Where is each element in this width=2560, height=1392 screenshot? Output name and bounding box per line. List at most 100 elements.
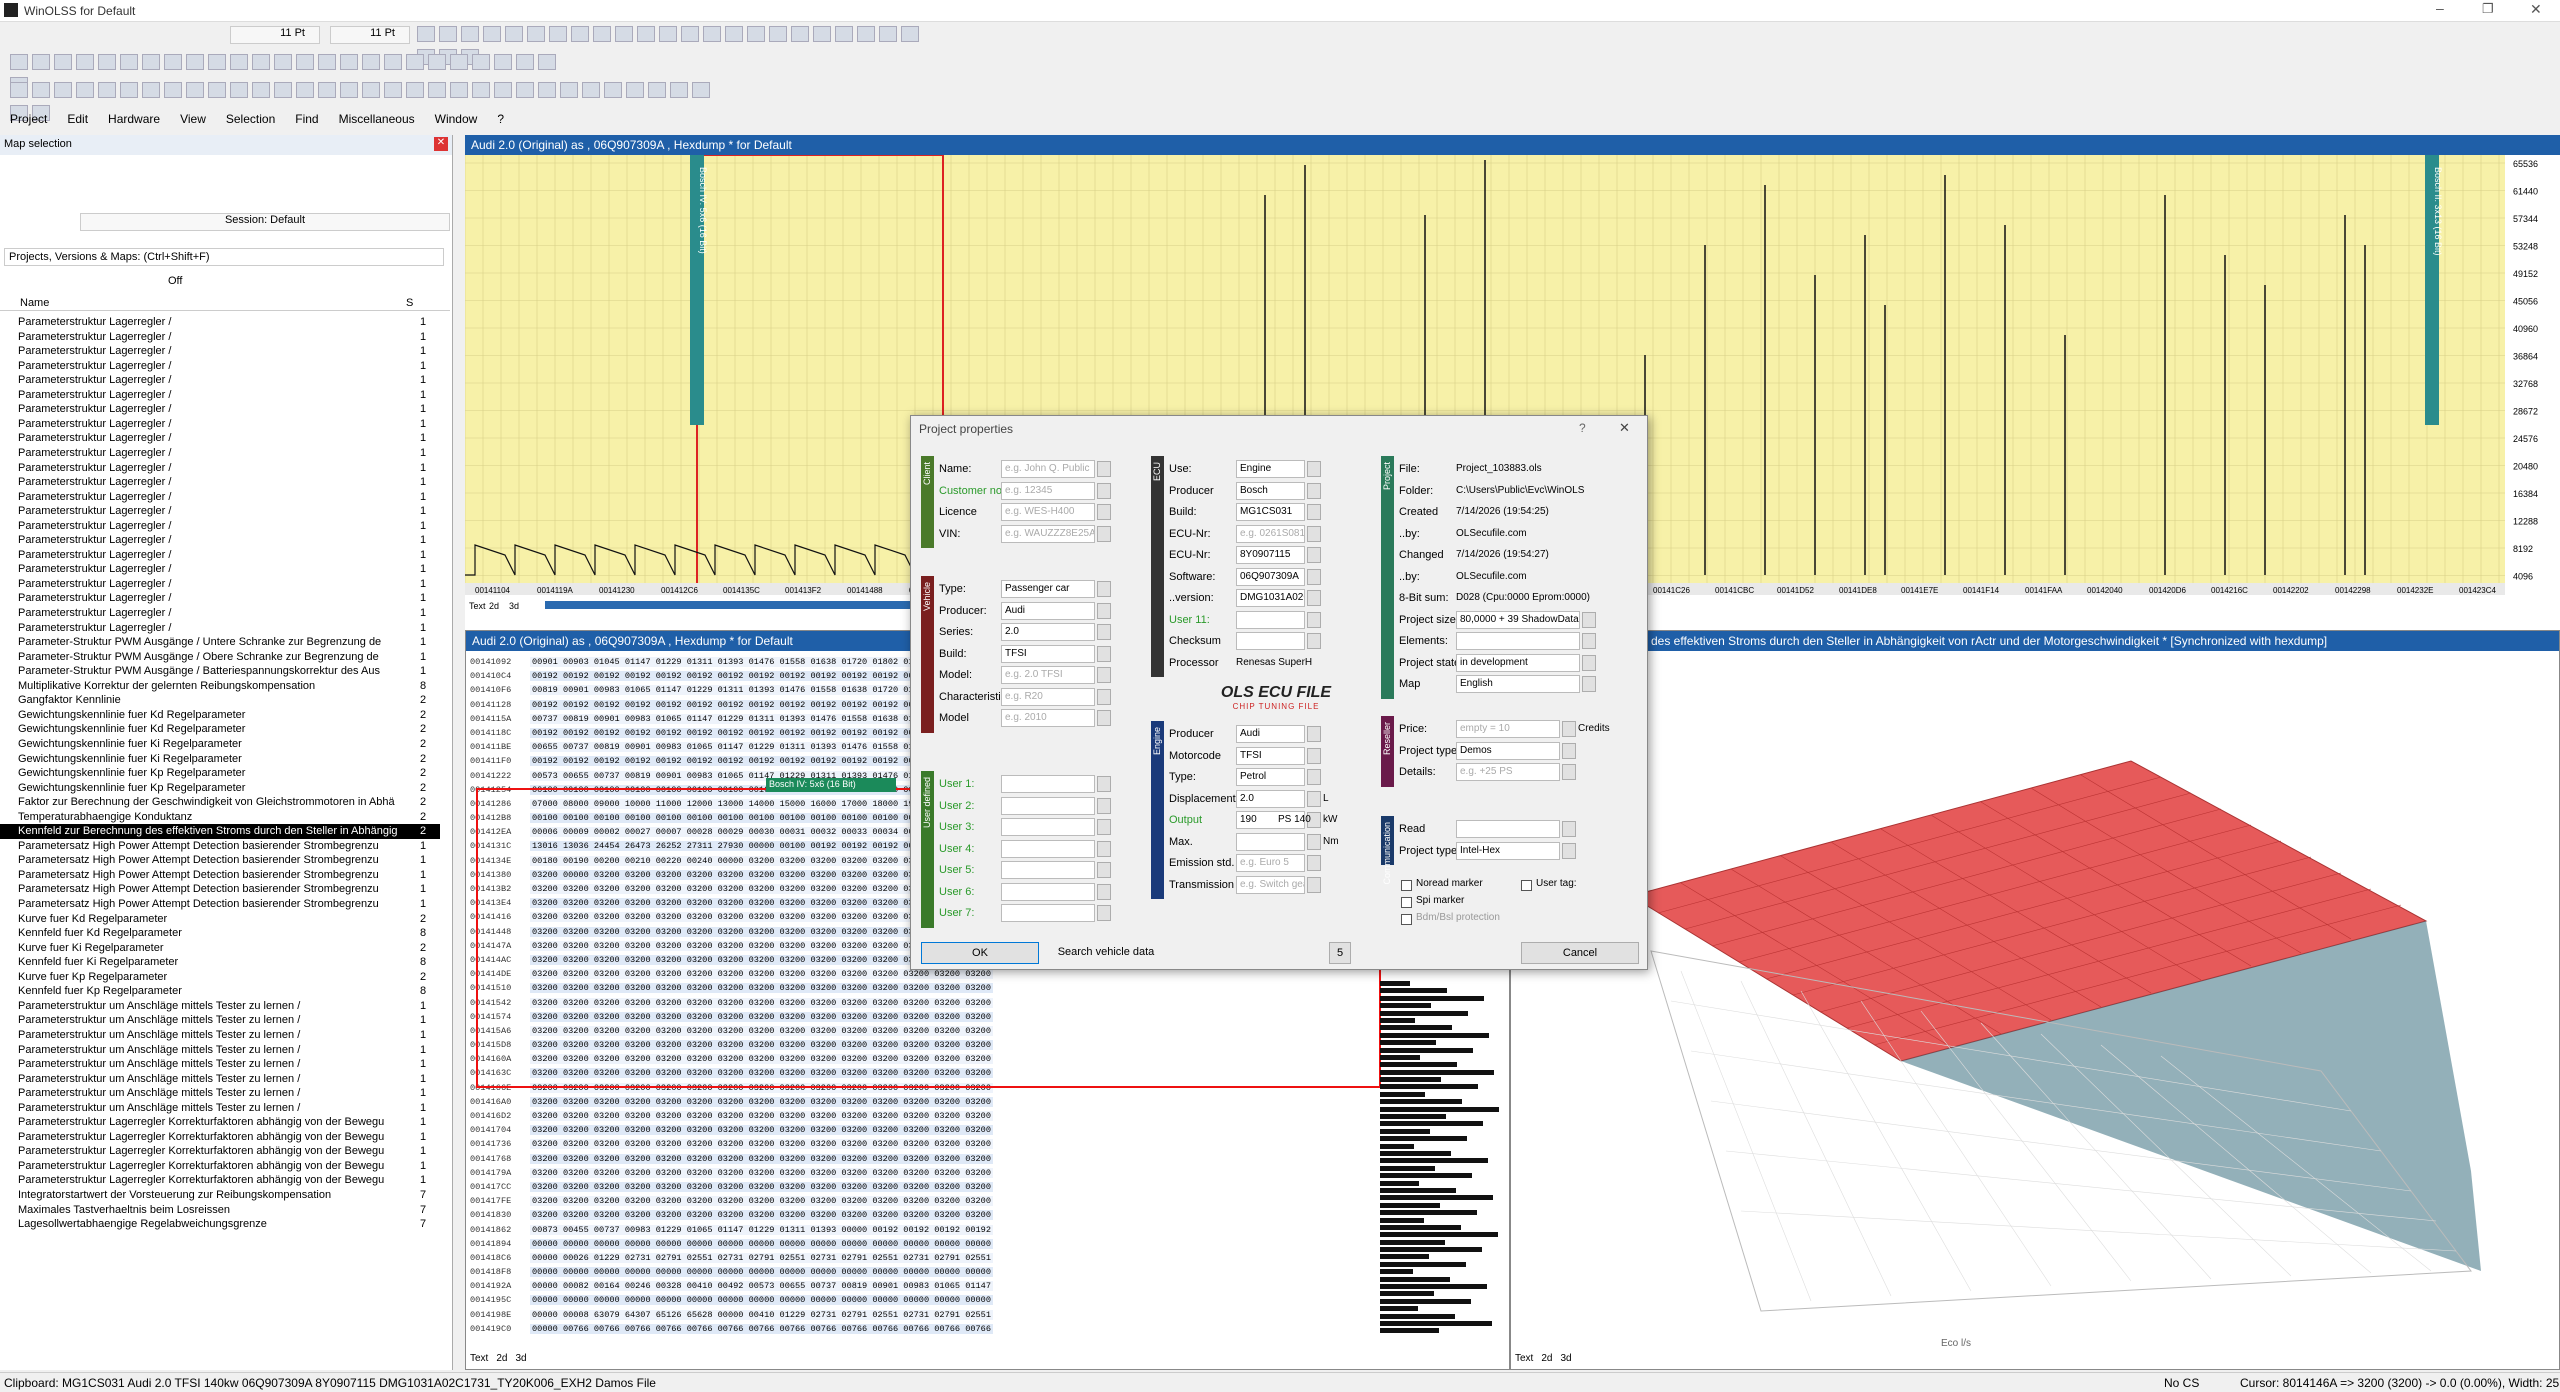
- toolbar-button[interactable]: [54, 82, 72, 98]
- field-input[interactable]: [1236, 832, 1305, 851]
- toolbar-button[interactable]: [274, 82, 292, 98]
- field-button[interactable]: [1097, 602, 1111, 619]
- map-item[interactable]: Parameterstruktur Lagerregler / 1: [0, 621, 440, 636]
- map-item[interactable]: Parameterstruktur Lagerregler / 1: [0, 359, 440, 374]
- menu-item[interactable]: View: [180, 112, 206, 126]
- map-item[interactable]: Parameterstruktur Lagerregler Korrekturf…: [0, 1159, 440, 1174]
- toolbar-button[interactable]: [208, 82, 226, 98]
- field-input[interactable]: e.g. 2.0 TFSI: [1001, 666, 1095, 684]
- field-input[interactable]: [1001, 796, 1095, 815]
- field-button[interactable]: [1307, 482, 1321, 499]
- toolbar-button[interactable]: [450, 82, 468, 98]
- map-item[interactable]: Kennfeld fuer Kp Regelparameter 8: [0, 984, 440, 999]
- toolbar-button[interactable]: [670, 82, 688, 98]
- toolbar-button[interactable]: [142, 82, 160, 98]
- field-input[interactable]: 06Q907309A: [1236, 567, 1305, 586]
- toolbar-button[interactable]: [505, 26, 523, 42]
- map-item[interactable]: Parameterstruktur Lagerregler Korrekturf…: [0, 1173, 440, 1188]
- toolbar-button[interactable]: [384, 82, 402, 98]
- field-button[interactable]: [1307, 633, 1321, 649]
- toolbar-button[interactable]: [384, 54, 402, 70]
- field-button[interactable]: [1307, 504, 1321, 520]
- map-item[interactable]: Parameter-Struktur PWM Ausgänge / Obere …: [0, 650, 440, 665]
- map-item[interactable]: Parameterstruktur Lagerregler / 1: [0, 402, 440, 417]
- field-input[interactable]: [1236, 632, 1305, 650]
- field-input[interactable]: e.g. 0261S08100: [1236, 524, 1305, 543]
- close[interactable]: ✕: [2530, 1, 2542, 17]
- field-input[interactable]: Intel-Hex: [1456, 841, 1560, 860]
- menu-item[interactable]: Window: [434, 112, 478, 126]
- search-button[interactable]: Search vehicle data: [1057, 946, 1155, 958]
- toolbar-button[interactable]: [461, 26, 479, 42]
- toolbar-button[interactable]: [659, 26, 677, 42]
- toolbar-button[interactable]: [560, 82, 578, 98]
- checkbox[interactable]: [1401, 897, 1412, 908]
- field-input[interactable]: [1456, 632, 1580, 650]
- ok-button[interactable]: OK: [921, 942, 1039, 964]
- view-tab[interactable]: 3d: [515, 1353, 527, 1364]
- field-input[interactable]: Petrol: [1236, 768, 1305, 786]
- map-item[interactable]: Parametersatz High Power Attempt Detecti…: [0, 839, 440, 854]
- field-input[interactable]: [1001, 904, 1095, 922]
- toolbar-button[interactable]: [230, 54, 248, 70]
- dialog-close[interactable]: ✕: [1619, 420, 1630, 435]
- field-button[interactable]: [1307, 855, 1321, 871]
- toolbar-button[interactable]: [406, 54, 424, 70]
- field-button[interactable]: [1097, 645, 1111, 662]
- checkbox[interactable]: [1401, 880, 1412, 891]
- font-size[interactable]: 11 Pt: [330, 26, 410, 44]
- field-button[interactable]: [1307, 747, 1321, 764]
- toolbar-button[interactable]: [604, 82, 622, 98]
- map-item[interactable]: Kurve fuer Kp Regelparameter 2: [0, 970, 440, 985]
- map-item[interactable]: Kennfeld fuer Ki Regelparameter 8: [0, 955, 440, 970]
- menu-item[interactable]: Find: [295, 112, 319, 126]
- field-input[interactable]: [1456, 820, 1560, 838]
- field-input[interactable]: DMG1031A02C1731: [1236, 589, 1305, 607]
- map-item[interactable]: Gewichtungskennlinie fuer Kd Regelparame…: [0, 722, 440, 737]
- font-size[interactable]: 11 Pt: [230, 26, 320, 44]
- field-input[interactable]: e.g. Switch gear: [1236, 875, 1305, 894]
- field-button[interactable]: [1307, 790, 1321, 807]
- field-button[interactable]: [1097, 461, 1111, 477]
- view-tab[interactable]: 2d: [496, 1353, 508, 1364]
- field-button[interactable]: [1582, 654, 1596, 671]
- map-item[interactable]: Parameterstruktur Lagerregler / 1: [0, 315, 440, 330]
- map-item[interactable]: Parameter-Struktur PWM Ausgänge / Untere…: [0, 635, 440, 650]
- field-input[interactable]: e.g. 12345: [1001, 481, 1095, 500]
- field-button[interactable]: [1307, 525, 1321, 542]
- map-item[interactable]: Parameterstruktur Lagerregler / 1: [0, 388, 440, 403]
- field-button[interactable]: [1097, 819, 1111, 835]
- field-input[interactable]: [1001, 882, 1095, 901]
- field-button[interactable]: [1097, 482, 1111, 499]
- map-item[interactable]: Parameterstruktur Lagerregler / 1: [0, 591, 440, 606]
- field-button[interactable]: [1097, 525, 1111, 542]
- map-item[interactable]: Gewichtungskennlinie fuer Ki Regelparame…: [0, 752, 440, 767]
- map-item[interactable]: Gewichtungskennlinie fuer Kp Regelparame…: [0, 781, 440, 796]
- map-item[interactable]: Parameterstruktur Lagerregler Korrekturf…: [0, 1130, 440, 1145]
- map-item[interactable]: Gewichtungskennlinie fuer Kp Regelparame…: [0, 766, 440, 781]
- map-item[interactable]: Parameterstruktur um Anschläge mittels T…: [0, 1013, 440, 1028]
- toolbar-button[interactable]: [318, 82, 336, 98]
- toolbar-button[interactable]: [879, 26, 897, 42]
- field-input[interactable]: e.g. R20: [1001, 687, 1095, 706]
- count[interactable]: 5: [1329, 942, 1351, 964]
- field-button[interactable]: [1582, 676, 1596, 692]
- field-input[interactable]: [1001, 861, 1095, 879]
- field-input[interactable]: [1236, 610, 1305, 629]
- cancel-button[interactable]: Cancel: [1521, 942, 1639, 964]
- map-item[interactable]: Gewichtungskennlinie fuer Kd Regelparame…: [0, 708, 440, 723]
- toolbar-button[interactable]: [901, 26, 919, 42]
- toolbar-button[interactable]: [340, 82, 358, 98]
- toolbar-button[interactable]: [10, 105, 28, 121]
- field-button[interactable]: [1307, 833, 1321, 850]
- toolbar-button[interactable]: [593, 26, 611, 42]
- toolbar-button[interactable]: [516, 54, 534, 70]
- toolbar-button[interactable]: [538, 54, 556, 70]
- map-item[interactable]: Parameterstruktur um Anschläge mittels T…: [0, 1101, 440, 1116]
- field-input[interactable]: English: [1456, 675, 1580, 693]
- toolbar-button[interactable]: [186, 54, 204, 70]
- toolbar-button[interactable]: [835, 26, 853, 42]
- toolbar-button[interactable]: [516, 82, 534, 98]
- toolbar-button[interactable]: [483, 26, 501, 42]
- field-button[interactable]: [1307, 461, 1321, 477]
